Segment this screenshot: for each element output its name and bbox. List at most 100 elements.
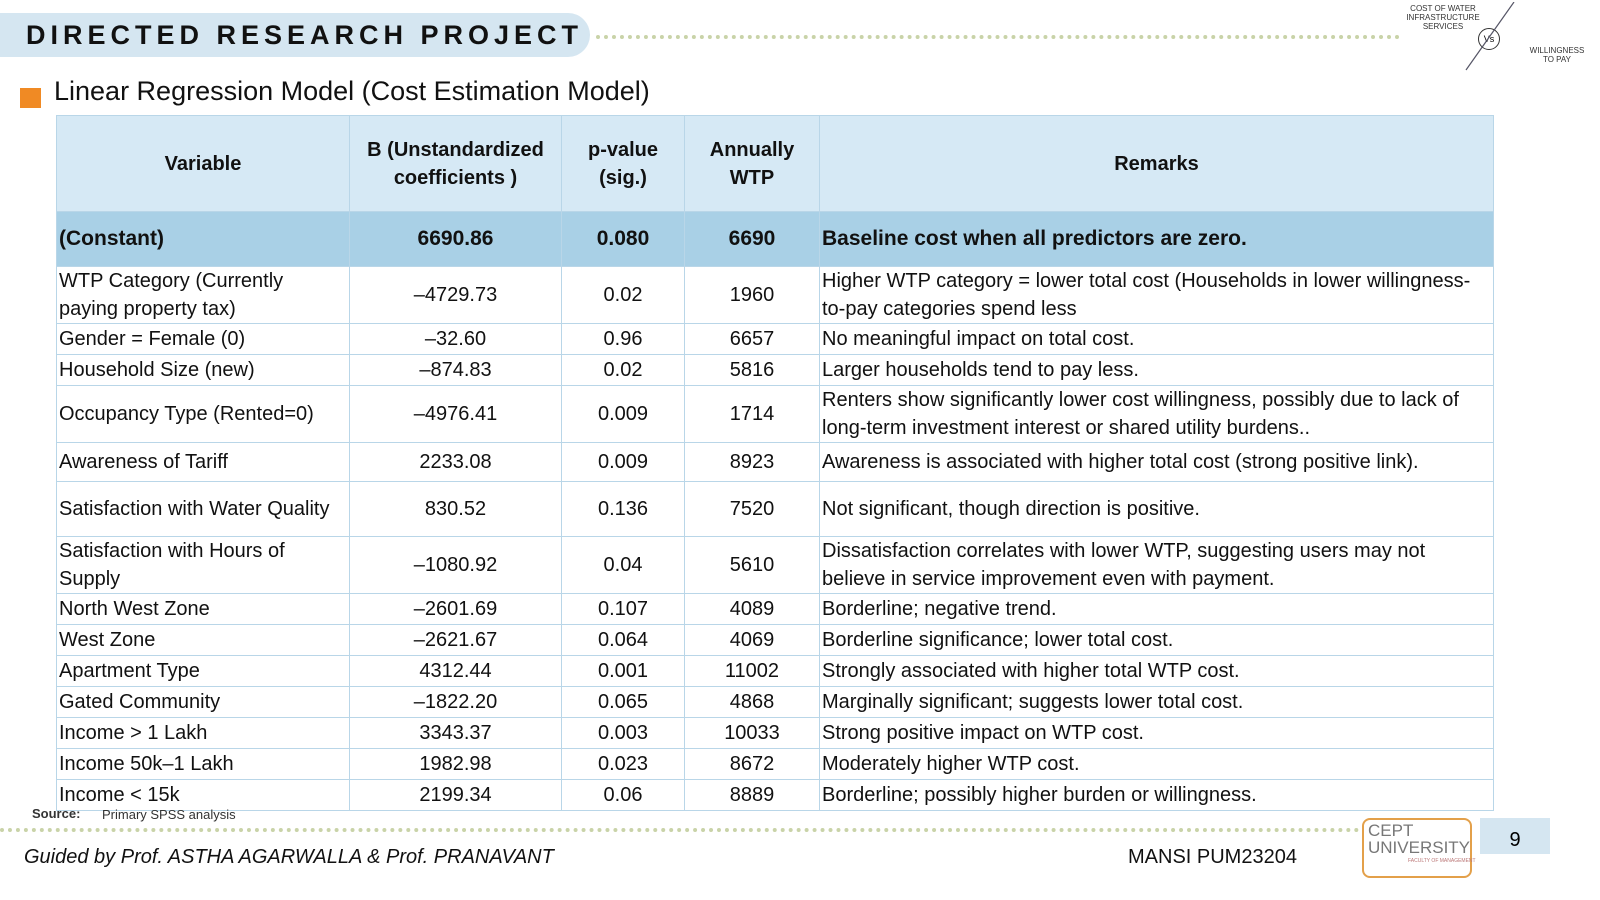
table-row: Satisfaction with Water Quality 830.52 0.1… bbox=[56, 481, 1494, 537]
table-cell: Strongly associated with higher total WT… bbox=[819, 655, 1494, 687]
table-cell: Income > 1 Lakh bbox=[56, 717, 350, 749]
table-cell: 6657 bbox=[684, 323, 820, 355]
header-row: Variable B (Unstandardized coefficients )… bbox=[56, 115, 1494, 212]
footer-author: MANSI PUM23204 bbox=[1128, 846, 1297, 868]
logo-box bbox=[1362, 818, 1472, 878]
table-cell: 0.064 bbox=[561, 624, 685, 656]
divider bbox=[0, 828, 1360, 832]
table-cell: Dissatisfaction correlates with lower WT… bbox=[819, 536, 1494, 594]
column-header: p-value (sig.) bbox=[561, 115, 685, 212]
table-cell: 8889 bbox=[684, 779, 820, 811]
table-row: Satisfaction with Hours of Supply –1080.9… bbox=[56, 536, 1494, 594]
table-cell: Occupancy Type (Rented=0) bbox=[56, 385, 350, 443]
table-row: (Constant) 6690.86 0.080 6690 Baseline cost … bbox=[56, 211, 1494, 267]
table-cell: 5610 bbox=[684, 536, 820, 594]
column-header: B (Unstandardized coefficients ) bbox=[349, 115, 562, 212]
table-cell: 0.009 bbox=[561, 442, 685, 482]
table-cell: Borderline significance; lower total cos… bbox=[819, 624, 1494, 656]
table-cell: 10033 bbox=[684, 717, 820, 749]
table-cell: Larger households tend to pay less. bbox=[819, 354, 1494, 386]
table-cell: 0.003 bbox=[561, 717, 685, 749]
header-bar bbox=[0, 13, 590, 57]
footer-guide: Guided by Prof. ASTHA AGARWALLA & Prof. … bbox=[24, 846, 554, 868]
table-row: Income 50k–1 Lakh 1982.98 0.023 8672 Moderat… bbox=[56, 748, 1494, 780]
logo-text: WILLINGNESS TO PAY bbox=[1529, 46, 1585, 64]
table-cell: 0.107 bbox=[561, 593, 685, 625]
logo-subtext: FACULTY OF MANAGEMENT bbox=[1408, 858, 1476, 864]
table-cell: 0.001 bbox=[561, 655, 685, 687]
table-row: North West Zone –2601.69 0.107 4089 Borderli… bbox=[56, 593, 1494, 625]
table-cell: Income 50k–1 Lakh bbox=[56, 748, 350, 780]
table-cell: –2621.67 bbox=[349, 624, 562, 656]
table-cell: 4069 bbox=[684, 624, 820, 656]
table-row: Household Size (new) –874.83 0.02 5816 Large… bbox=[56, 354, 1494, 386]
table-row: Apartment Type 4312.44 0.001 11002 Strongly … bbox=[56, 655, 1494, 687]
table-row: West Zone –2621.67 0.064 4069 Borderline sig… bbox=[56, 624, 1494, 656]
table-cell: –4976.41 bbox=[349, 385, 562, 443]
table-cell: 1714 bbox=[684, 385, 820, 443]
table-cell: 0.065 bbox=[561, 686, 685, 718]
table-cell: WTP Category (Currently paying property … bbox=[56, 266, 350, 324]
source-text: Primary SPSS analysis bbox=[102, 807, 236, 822]
table-cell: 6690 bbox=[684, 211, 820, 267]
column-header: Variable bbox=[56, 115, 350, 212]
table-row: Income < 15k 2199.34 0.06 8889 Borderline; p… bbox=[56, 779, 1494, 811]
table-cell: 4312.44 bbox=[349, 655, 562, 687]
table-cell: 0.136 bbox=[561, 481, 685, 537]
table-cell: 830.52 bbox=[349, 481, 562, 537]
table-cell: –2601.69 bbox=[349, 593, 562, 625]
table-cell: Marginally significant; suggests lower t… bbox=[819, 686, 1494, 718]
table-cell: 0.04 bbox=[561, 536, 685, 594]
table-cell: 2233.08 bbox=[349, 442, 562, 482]
table-cell: No meaningful impact on total cost. bbox=[819, 323, 1494, 355]
table-cell: –874.83 bbox=[349, 354, 562, 386]
table-cell: Renters show significantly lower cost wi… bbox=[819, 385, 1494, 443]
table-cell: Not significant, though direction is pos… bbox=[819, 481, 1494, 537]
table-cell: 8923 bbox=[684, 442, 820, 482]
table-cell: –1822.20 bbox=[349, 686, 562, 718]
table-cell: –1080.92 bbox=[349, 536, 562, 594]
table-cell: Gender = Female (0) bbox=[56, 323, 350, 355]
table-cell: 5816 bbox=[684, 354, 820, 386]
table-cell: 11002 bbox=[684, 655, 820, 687]
page-number: 9 bbox=[1480, 818, 1550, 854]
table-cell: Baseline cost when all predictors are ze… bbox=[819, 211, 1494, 267]
table-cell: 8672 bbox=[684, 748, 820, 780]
table-cell: 0.080 bbox=[561, 211, 685, 267]
logo-text: COST OF WATER INFRASTRUCTURE SERVICES bbox=[1406, 4, 1480, 31]
table-cell: Gated Community bbox=[56, 686, 350, 718]
table: Variable B (Unstandardized coefficients )… bbox=[56, 115, 1494, 811]
table-row: Occupancy Type (Rented=0) –4976.41 0.009 17… bbox=[56, 385, 1494, 443]
table-cell: –4729.73 bbox=[349, 266, 562, 324]
table-cell: Awareness of Tariff bbox=[56, 442, 350, 482]
table-cell: Moderately higher WTP cost. bbox=[819, 748, 1494, 780]
table-cell: Strong positive impact on WTP cost. bbox=[819, 717, 1494, 749]
table-row: Gender = Female (0) –32.60 0.96 6657 No mean… bbox=[56, 323, 1494, 355]
section-title: Linear Regression Model (Cost Estimation… bbox=[54, 76, 650, 106]
logo-vs: Vs bbox=[1478, 28, 1500, 50]
table-row: Income > 1 Lakh 3343.37 0.003 10033 Strong p… bbox=[56, 717, 1494, 749]
table-cell: Borderline; negative trend. bbox=[819, 593, 1494, 625]
table-cell: 0.02 bbox=[561, 266, 685, 324]
table-cell: Satisfaction with Water Quality bbox=[56, 481, 350, 537]
table-cell: 4089 bbox=[684, 593, 820, 625]
table-row: Gated Community –1822.20 0.065 4868 Marginal… bbox=[56, 686, 1494, 718]
table-cell: West Zone bbox=[56, 624, 350, 656]
table-row: Awareness of Tariff 2233.08 0.009 8923 Aware… bbox=[56, 442, 1494, 482]
table-cell: 0.02 bbox=[561, 354, 685, 386]
table-cell: 6690.86 bbox=[349, 211, 562, 267]
table-cell: 4868 bbox=[684, 686, 820, 718]
table-cell: 2199.34 bbox=[349, 779, 562, 811]
bullet bbox=[20, 88, 41, 108]
table-cell: (Constant) bbox=[56, 211, 350, 267]
table-cell: Household Size (new) bbox=[56, 354, 350, 386]
table-cell: 0.96 bbox=[561, 323, 685, 355]
table-cell: 3343.37 bbox=[349, 717, 562, 749]
table-cell: 0.023 bbox=[561, 748, 685, 780]
column-header: Remarks bbox=[819, 115, 1494, 212]
table-cell: –32.60 bbox=[349, 323, 562, 355]
table-cell: Higher WTP category = lower total cost (… bbox=[819, 266, 1494, 324]
table-cell: 7520 bbox=[684, 481, 820, 537]
table-cell: 0.06 bbox=[561, 779, 685, 811]
